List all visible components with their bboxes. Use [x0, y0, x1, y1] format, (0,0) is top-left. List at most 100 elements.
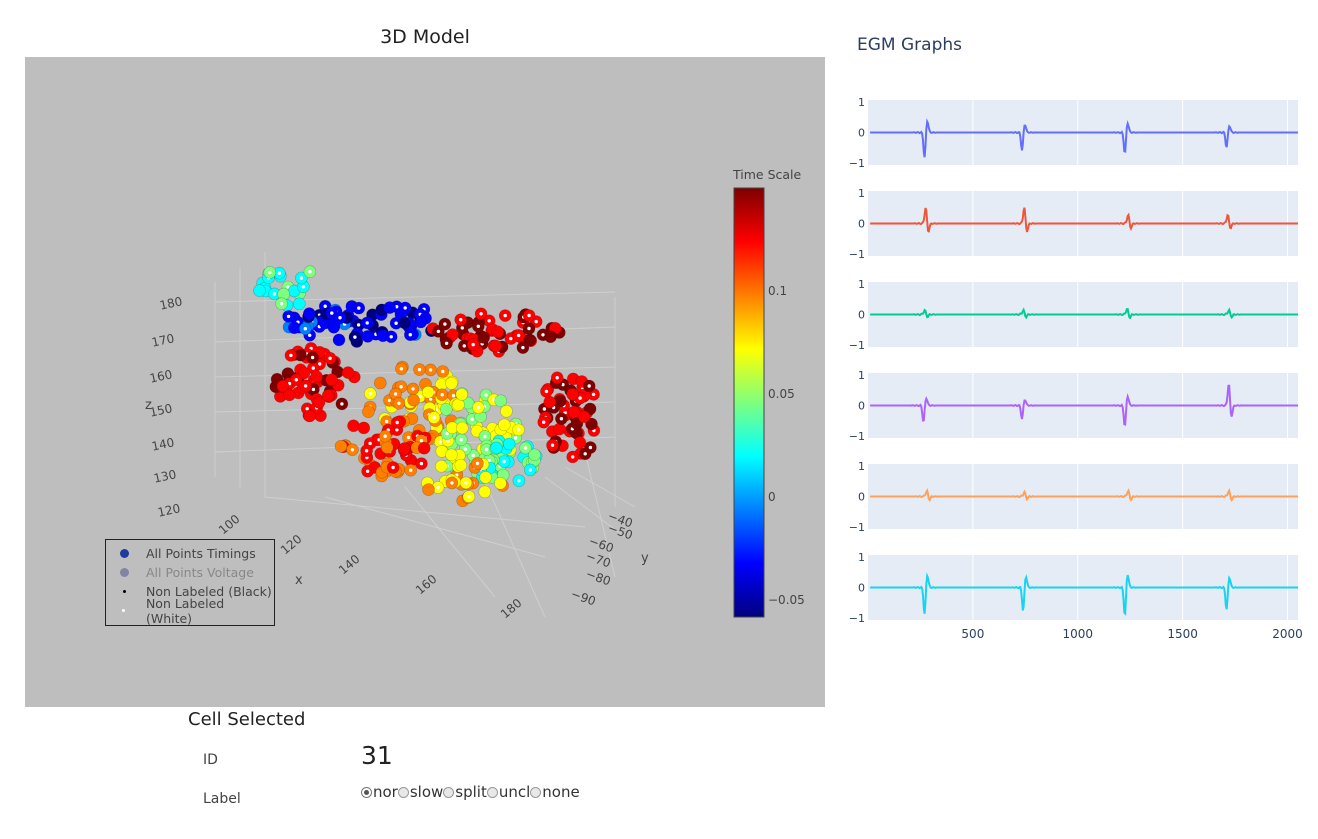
- egm-y-tick-label: −1: [849, 248, 865, 261]
- model-point[interactable]: [500, 404, 513, 418]
- model-point[interactable]: [302, 307, 316, 320]
- model-point-label-marker: [517, 479, 521, 483]
- legend-item[interactable]: All Points Timings: [106, 544, 274, 563]
- model-point[interactable]: [303, 409, 316, 423]
- model-point[interactable]: [455, 421, 469, 435]
- model-point[interactable]: [398, 316, 411, 330]
- model-point-label-marker: [523, 446, 528, 450]
- egm-graphs-canvas[interactable]: 1 0 −1 1 0 −1 1 0 −1 1 0 −1 1 0 −1 1 0 −1 500 1000 1500 2000: [840, 90, 1310, 650]
- model-point-label-marker: [571, 455, 575, 459]
- model-point[interactable]: [421, 385, 435, 399]
- model-point[interactable]: [528, 448, 541, 462]
- model-point-label-marker: [393, 392, 398, 396]
- egm-y-tick-label: 0: [858, 309, 865, 322]
- model-3d-legend[interactable]: All Points Timings All Points Voltage Non …: [105, 539, 275, 626]
- egm-subplot[interactable]: 1 0 −1: [849, 278, 1298, 352]
- model-point[interactable]: [347, 419, 360, 433]
- model-point[interactable]: [502, 437, 516, 451]
- model-point[interactable]: [567, 405, 581, 419]
- label-option-split[interactable]: split: [443, 783, 487, 801]
- egm-y-tick-label: 0: [858, 582, 865, 595]
- model-point[interactable]: [445, 376, 458, 390]
- model-3d-plot[interactable]: 180 170 160 150 140 130 120 z 100 120 140 160 180 x −4…: [25, 57, 825, 707]
- model-point[interactable]: [283, 388, 296, 402]
- model-point-label-marker: [534, 319, 538, 324]
- model-point[interactable]: [407, 393, 420, 407]
- model-point[interactable]: [435, 459, 448, 473]
- model-point[interactable]: [439, 402, 453, 416]
- model-point[interactable]: [477, 331, 491, 344]
- egm-subplot[interactable]: 1 0 −1: [849, 551, 1298, 625]
- model-point-label-marker: [399, 385, 403, 389]
- model-point[interactable]: [321, 389, 335, 402]
- egm-subplot[interactable]: 1 0 −1: [849, 460, 1298, 534]
- model-point[interactable]: [490, 441, 503, 455]
- model-point[interactable]: [357, 421, 371, 435]
- model-point[interactable]: [577, 410, 591, 424]
- model-point[interactable]: [494, 476, 507, 490]
- egm-subplot[interactable]: 1 0 −1: [849, 96, 1298, 170]
- model-point[interactable]: [373, 376, 387, 390]
- model-point[interactable]: [276, 379, 290, 393]
- model-3d-canvas[interactable]: 180170160150140130120z100120140160180x−4…: [25, 57, 825, 707]
- label-option-nor[interactable]: nor: [361, 783, 398, 801]
- model-point[interactable]: [479, 471, 492, 484]
- model-point[interactable]: [398, 442, 411, 455]
- egm-y-tick-label: −1: [849, 612, 865, 625]
- model-point[interactable]: [287, 321, 301, 335]
- model-points[interactable]: [253, 265, 601, 508]
- model-point[interactable]: [455, 388, 469, 401]
- model-point[interactable]: [362, 405, 375, 419]
- model-point[interactable]: [414, 315, 428, 329]
- model-point[interactable]: [543, 395, 557, 409]
- model-point[interactable]: [341, 366, 355, 379]
- model-point-label-marker: [459, 438, 463, 442]
- model-point[interactable]: [380, 441, 394, 454]
- egm-y-tick-label: −1: [849, 339, 865, 352]
- model-point-label-marker: [476, 405, 481, 410]
- model-point[interactable]: [253, 284, 266, 297]
- radio-button-icon[interactable]: [486, 786, 498, 798]
- model-point[interactable]: [478, 485, 492, 499]
- model-point[interactable]: [566, 387, 579, 401]
- legend-item[interactable]: All Points Voltage: [106, 563, 274, 582]
- model-point[interactable]: [445, 448, 458, 462]
- label-radio-group[interactable]: nor slow split uncl none: [361, 783, 580, 801]
- model-point[interactable]: [497, 418, 511, 432]
- model-point[interactable]: [544, 330, 557, 344]
- model-point[interactable]: [383, 301, 397, 314]
- model-point[interactable]: [422, 483, 435, 496]
- model-point[interactable]: [312, 396, 326, 409]
- label-option-none[interactable]: none: [530, 783, 580, 801]
- radio-button-icon[interactable]: [443, 786, 455, 798]
- radio-button-icon[interactable]: [361, 786, 372, 798]
- egm-subplot[interactable]: 1 0 −1: [849, 187, 1298, 261]
- label-option-uncl[interactable]: uncl: [486, 783, 530, 801]
- model-point[interactable]: [489, 339, 502, 353]
- model-point[interactable]: [325, 373, 338, 387]
- model-point-label-marker: [303, 384, 308, 388]
- model-point-label-marker: [364, 449, 369, 453]
- label-option-slow[interactable]: slow: [397, 783, 443, 801]
- cell-selected-panel: Cell Selected ID 31 Label nor slow split un…: [188, 709, 580, 807]
- model-point[interactable]: [491, 325, 505, 339]
- model-point[interactable]: [332, 333, 346, 347]
- model-point[interactable]: [297, 366, 311, 380]
- model-point[interactable]: [454, 458, 468, 472]
- radio-button-icon[interactable]: [397, 786, 409, 798]
- model-point[interactable]: [585, 417, 598, 431]
- radio-button-icon[interactable]: [530, 786, 542, 798]
- model-point[interactable]: [292, 297, 306, 311]
- model-point-label-marker: [406, 435, 411, 440]
- model-point[interactable]: [494, 394, 508, 408]
- model-point[interactable]: [310, 370, 323, 384]
- model-point[interactable]: [361, 330, 375, 343]
- model-point[interactable]: [446, 328, 459, 341]
- legend-item[interactable]: Non Labeled (Black): [106, 582, 274, 601]
- model-point[interactable]: [334, 439, 348, 453]
- model-point[interactable]: [573, 436, 587, 449]
- model-point[interactable]: [417, 441, 431, 455]
- model-point[interactable]: [553, 422, 566, 436]
- legend-item[interactable]: Non Labeled (White): [106, 596, 274, 626]
- egm-subplot[interactable]: 1 0 −1: [849, 369, 1298, 443]
